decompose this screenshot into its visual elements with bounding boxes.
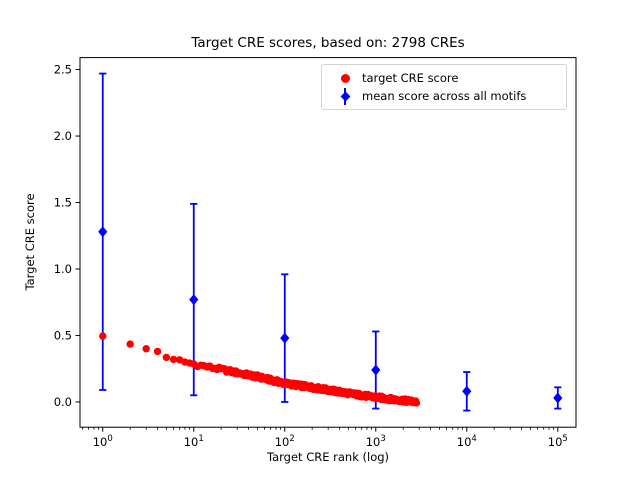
svg-text:2.5: 2.5 <box>54 63 72 77</box>
svg-text:103: 103 <box>366 434 386 449</box>
x-axis-label: Target CRE rank (log) <box>266 450 390 464</box>
y-axis-label: Target CRE score <box>23 193 37 291</box>
svg-text:105: 105 <box>548 434 568 449</box>
axes-frame <box>79 57 577 428</box>
svg-text:0.0: 0.0 <box>54 395 72 409</box>
axis-ticks <box>75 69 559 432</box>
legend: target CRE score mean score across all m… <box>321 64 567 110</box>
svg-text:1.5: 1.5 <box>54 196 72 210</box>
svg-text:101: 101 <box>184 434 204 449</box>
svg-text:2.0: 2.0 <box>54 129 72 143</box>
legend-blue-diamond-icon <box>328 87 362 105</box>
svg-text:102: 102 <box>275 434 295 449</box>
legend-item-target-cre-score: target CRE score <box>328 69 558 87</box>
target-cre-score-series <box>99 332 421 407</box>
axis-tick-labels: 100 101 102 103 104 105 0.0 0.5 1.0 1.5 2.0 2.5 <box>54 63 568 450</box>
svg-text:0.5: 0.5 <box>54 328 72 342</box>
svg-text:100: 100 <box>93 434 113 449</box>
legend-label: mean score across all motifs <box>362 89 527 103</box>
chart-title: Target CRE scores, based on: 2798 CREs <box>191 35 465 51</box>
legend-red-dot-icon <box>328 73 362 83</box>
svg-text:1.0: 1.0 <box>54 262 72 276</box>
svg-text:104: 104 <box>457 434 477 449</box>
legend-item-mean-score: mean score across all motifs <box>328 87 558 105</box>
legend-label: target CRE score <box>362 71 459 85</box>
